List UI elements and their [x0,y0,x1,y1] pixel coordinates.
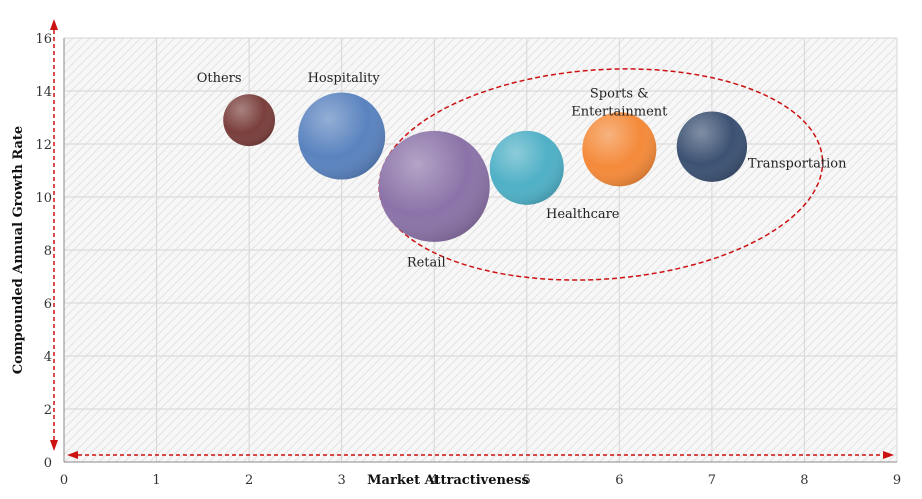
y-tick-label: 16 [35,32,52,47]
x-axis-arrow-head-left [67,451,78,459]
y-tick-label: 12 [35,138,52,153]
bubble-shine [676,111,748,182]
y-axis-arrow-head-bottom [50,440,58,451]
x-tick-label: 2 [245,473,253,488]
y-tick-label: 8 [44,244,52,259]
bubble-shine [489,130,564,205]
x-tick-label: 3 [338,473,346,488]
bubble-label: Sports & [590,86,649,101]
x-axis-title: Market Attractiveness [367,473,529,488]
bubble-shine [298,92,386,180]
y-axis-title: Compounded Annual Growth Rate [11,126,26,374]
bubble-shine [582,112,657,187]
y-tick-label: 10 [35,191,52,206]
x-tick-label: 6 [615,473,623,488]
x-tick-label: 4 [430,473,438,488]
y-tick-label: 4 [44,350,52,365]
y-tick-label: 14 [35,85,52,100]
bubble-label: Retail [407,255,446,270]
bubble-label: Hospitality [308,71,381,86]
bubble-label: Others [197,71,242,86]
bubble-label: Transportation [748,157,847,172]
y-tick-label: 2 [44,403,52,418]
x-tick-label: 7 [708,473,716,488]
bubble-label: Healthcare [546,207,620,222]
bubble-shine [378,130,490,242]
bubble-labels: Others Hospitality Retail Healthcare Sports … [197,71,847,270]
y-tick-label: 6 [44,297,52,312]
x-tick-label: 8 [800,473,808,488]
x-tick-label: 5 [523,473,531,488]
bubble-label: Entertainment [571,104,668,119]
bubbles [223,92,748,242]
x-axis-arrow-head-right [883,451,894,459]
bubble-shine [223,94,276,147]
x-tick-label: 1 [152,473,160,488]
x-tick-label: 9 [893,473,901,488]
y-axis-arrow-head-top [50,19,58,30]
x-tick-label: 0 [60,473,68,488]
y-tick-label: 0 [44,456,52,471]
